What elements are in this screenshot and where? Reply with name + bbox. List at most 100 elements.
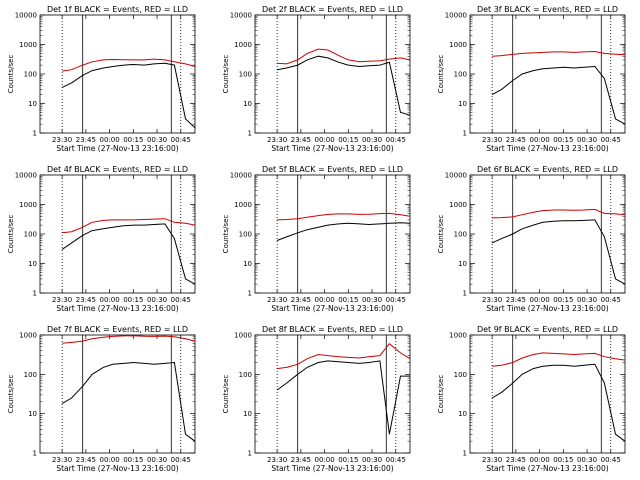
x-tick-label: 00:00	[314, 296, 334, 304]
plot-frame	[39, 334, 196, 454]
events-series-line	[61, 361, 196, 442]
chart-title: Det 2f BLACK = Events, RED = LLD	[262, 5, 403, 14]
x-tick-label: 00:15	[338, 136, 358, 144]
lld-series-line	[62, 58, 196, 72]
x-tick-label: 00:45	[601, 296, 621, 304]
x-tick-label: 00:00	[529, 296, 549, 304]
x-tick-label: 00:15	[553, 136, 573, 144]
y-tick-label: 10	[243, 410, 252, 418]
events-series-line	[61, 62, 196, 129]
x-axis-label: Start Time (27-Nov-13 23:16:00)	[271, 464, 393, 473]
y-tick-label: 1	[33, 290, 37, 298]
x-axis-label: Start Time (27-Nov-13 23:16:00)	[486, 464, 608, 473]
x-tick-label: 23:45	[291, 456, 311, 464]
events-series-line	[276, 222, 411, 241]
lld-series-line	[62, 218, 196, 234]
y-tick-label: 1000	[234, 201, 252, 209]
y-tick-label: 1000	[19, 332, 37, 340]
y-tick-label: 100	[239, 231, 252, 239]
lld-series-line	[492, 208, 626, 219]
x-tick-label: 00:15	[338, 296, 358, 304]
lld-series-line	[277, 342, 411, 370]
chart-title: Det 1f BLACK = Events, RED = LLD	[47, 5, 188, 14]
x-axis-label: Start Time (27-Nov-13 23:16:00)	[56, 304, 178, 313]
x-tick-label: 00:00	[314, 136, 334, 144]
x-tick-label: 23:45	[506, 296, 526, 304]
y-tick-label: 10	[28, 100, 37, 108]
y-tick-label: 10000	[15, 12, 37, 20]
chart-title: Det 9f BLACK = Events, RED = LLD	[477, 325, 618, 334]
y-axis-label: Counts/sec	[222, 375, 230, 414]
y-axis-label: Counts/sec	[7, 375, 15, 414]
y-tick-label: 10	[458, 410, 467, 418]
y-tick-label: 10000	[230, 12, 252, 20]
x-axis-label: Start Time (27-Nov-13 23:16:00)	[271, 144, 393, 153]
x-tick-label: 00:30	[577, 136, 597, 144]
y-tick-label: 10	[28, 410, 37, 418]
x-tick-label: 23:30	[482, 456, 502, 464]
x-tick-label: 23:45	[76, 136, 96, 144]
x-tick-label: 00:30	[362, 296, 382, 304]
x-tick-label: 00:30	[362, 456, 382, 464]
chart-title: Det 7f BLACK = Events, RED = LLD	[47, 325, 188, 334]
x-tick-label: 00:45	[601, 136, 621, 144]
y-tick-label: 1	[463, 290, 467, 298]
y-tick-label: 100	[24, 371, 37, 379]
x-tick-label: 23:45	[291, 296, 311, 304]
plot-frame	[469, 174, 626, 294]
x-axis-label: Start Time (27-Nov-13 23:16:00)	[486, 304, 608, 313]
y-tick-label: 1000	[449, 201, 467, 209]
y-tick-label: 1	[463, 450, 467, 458]
y-tick-label: 10000	[15, 172, 37, 180]
x-tick-label: 23:45	[291, 136, 311, 144]
y-tick-label: 1000	[449, 332, 467, 340]
plot-frame	[469, 334, 626, 454]
lld-series-line	[492, 352, 626, 367]
y-tick-label: 1	[463, 130, 467, 138]
x-tick-label: 23:30	[482, 136, 502, 144]
lld-series-line	[277, 212, 411, 221]
y-tick-label: 100	[24, 71, 37, 79]
y-tick-label: 1000	[19, 201, 37, 209]
y-axis-label: Counts/sec	[7, 215, 15, 254]
x-tick-label: 00:45	[171, 136, 191, 144]
x-axis-label: Start Time (27-Nov-13 23:16:00)	[56, 144, 178, 153]
chart-panel-8: Det 8f BLACK = Events, RED = LLD 1 10 100 10…	[222, 325, 411, 473]
x-tick-label: 00:00	[99, 136, 119, 144]
plot-frame	[39, 14, 196, 134]
chart-panel-2: Det 2f BLACK = Events, RED = LLD 1 10 100 10…	[222, 5, 411, 153]
x-tick-label: 00:00	[99, 456, 119, 464]
y-tick-label: 10	[28, 260, 37, 268]
plot-frame	[254, 14, 411, 134]
x-tick-label: 00:30	[362, 136, 382, 144]
y-tick-label: 10	[243, 260, 252, 268]
x-tick-label: 00:30	[147, 456, 167, 464]
x-tick-label: 00:45	[386, 456, 406, 464]
plot-frame	[254, 174, 411, 294]
y-tick-label: 1000	[234, 332, 252, 340]
events-series-line	[276, 360, 410, 435]
chart-title: Det 6f BLACK = Events, RED = LLD	[477, 165, 618, 174]
y-tick-label: 10000	[445, 12, 467, 20]
chart-panel-1: Det 1f BLACK = Events, RED = LLD 1 10 100 10…	[7, 5, 196, 153]
x-tick-label: 00:00	[99, 296, 119, 304]
y-tick-label: 100	[239, 71, 252, 79]
y-tick-label: 1000	[19, 41, 37, 49]
x-tick-label: 00:45	[386, 136, 406, 144]
y-tick-label: 100	[24, 231, 37, 239]
y-axis-label: Counts/sec	[437, 375, 445, 414]
y-tick-label: 10	[243, 100, 252, 108]
chart-title: Det 8f BLACK = Events, RED = LLD	[262, 325, 403, 334]
chart-title: Det 4f BLACK = Events, RED = LLD	[47, 165, 188, 174]
x-axis-label: Start Time (27-Nov-13 23:16:00)	[56, 464, 178, 473]
chart-panel-9: Det 9f BLACK = Events, RED = LLD 1 10 100 10…	[437, 325, 626, 473]
y-tick-label: 1	[248, 130, 252, 138]
chart-panel-4: Det 4f BLACK = Events, RED = LLD 1 10 100 10…	[7, 165, 196, 313]
y-tick-label: 1	[33, 130, 37, 138]
y-tick-label: 100	[454, 371, 467, 379]
lld-series-line	[277, 48, 411, 65]
y-tick-label: 10000	[445, 172, 467, 180]
chart-title: Det 3f BLACK = Events, RED = LLD	[477, 5, 618, 14]
events-series-line	[61, 223, 196, 285]
